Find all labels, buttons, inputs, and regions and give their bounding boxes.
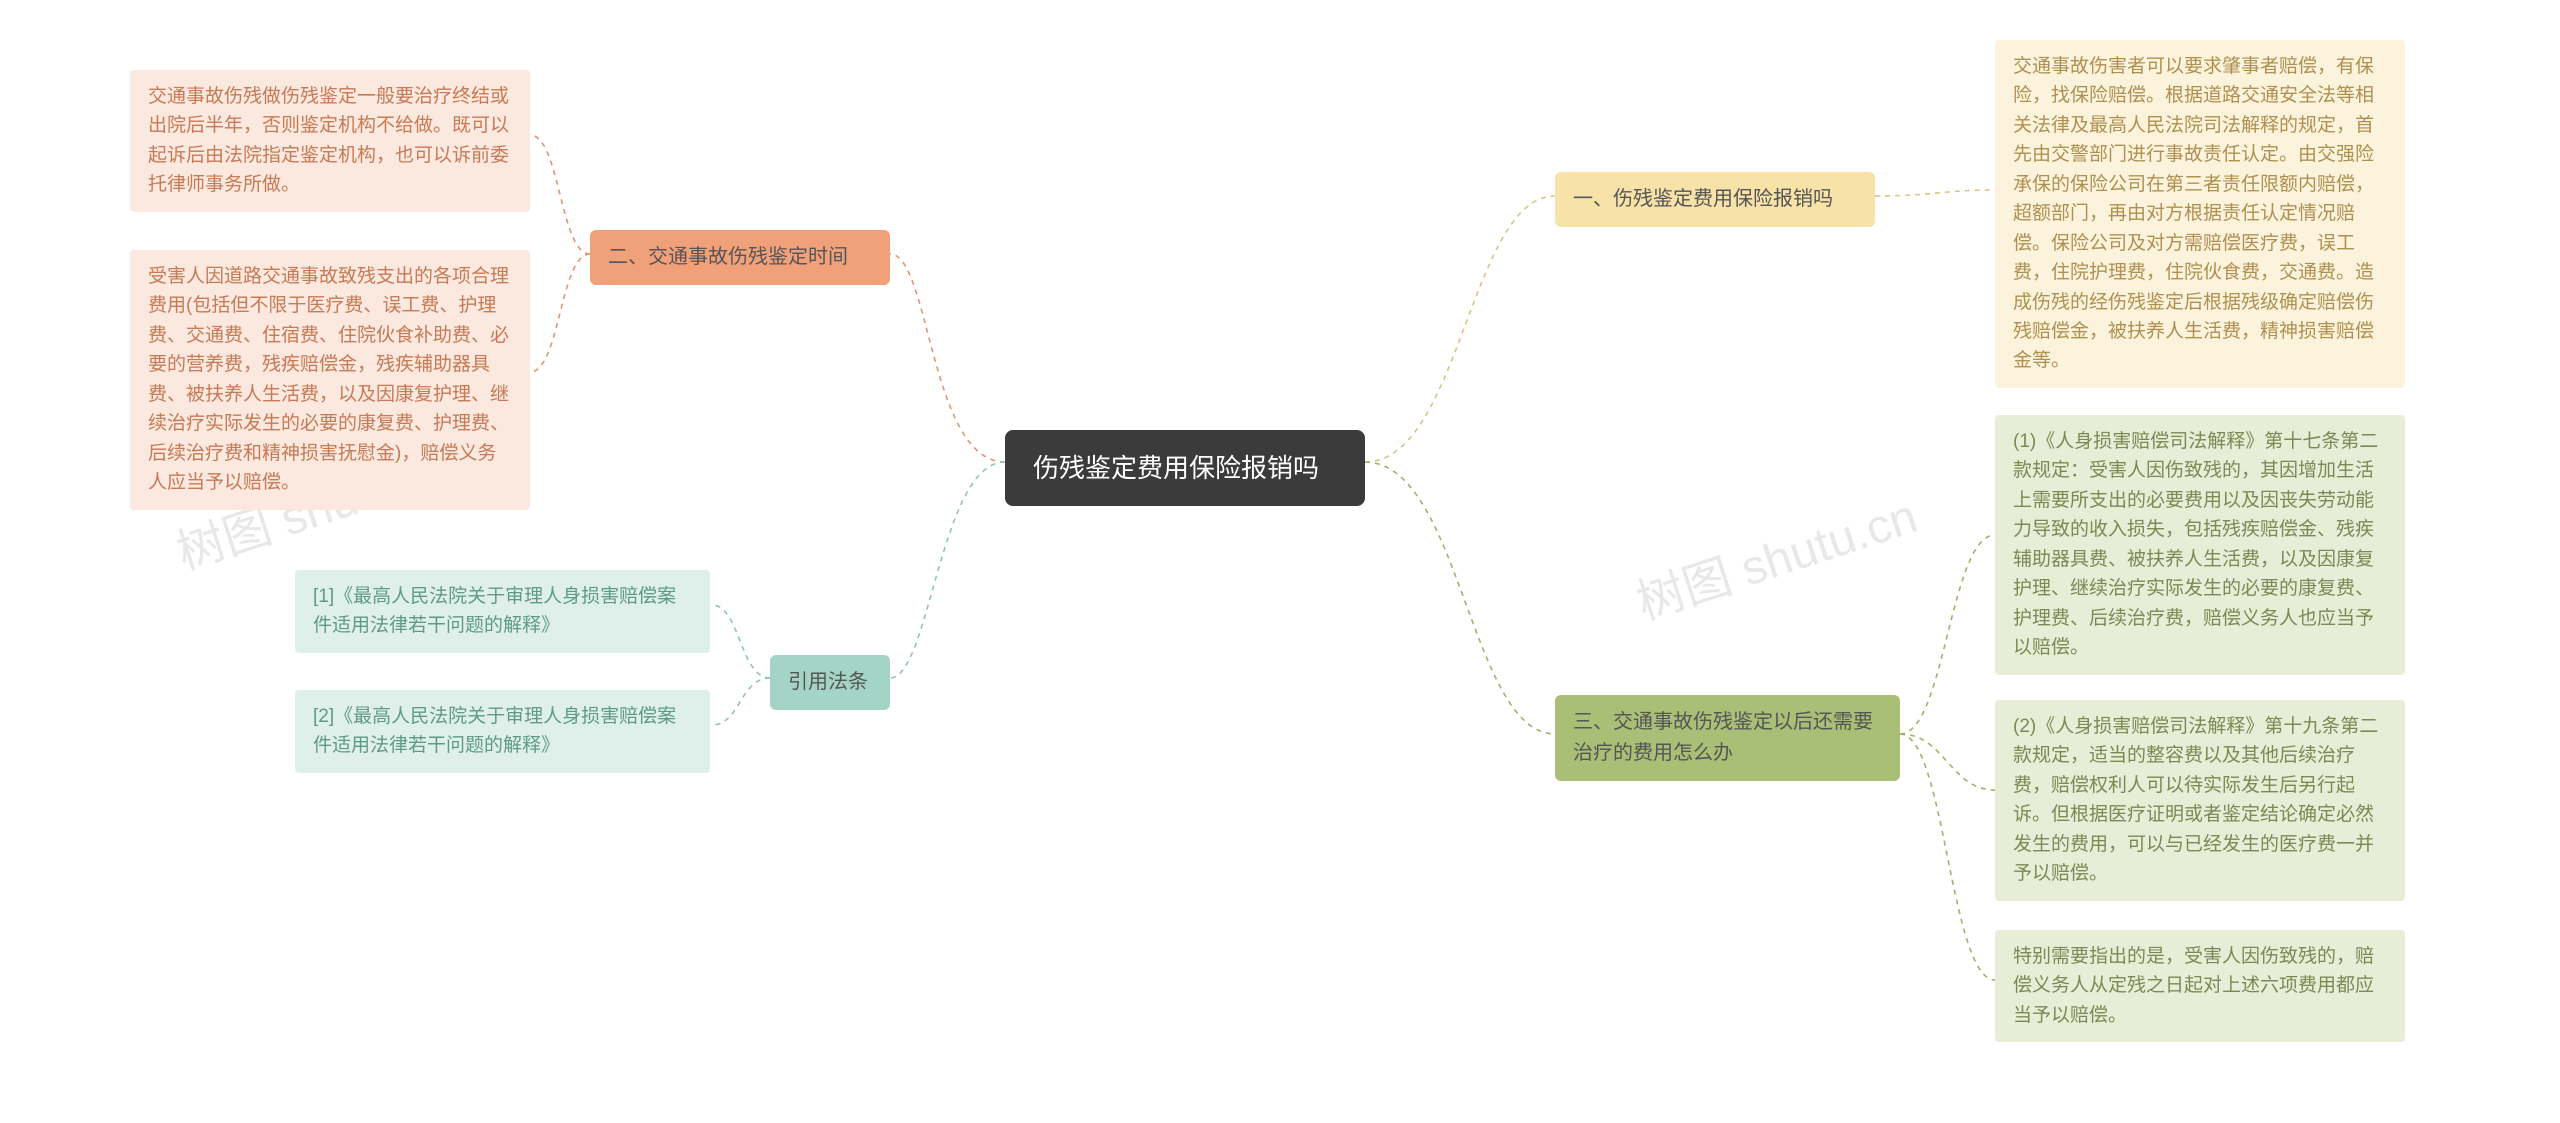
branch-r1[interactable]: 一、伤残鉴定费用保险报销吗	[1555, 172, 1875, 227]
leaf-r2b: (2)《人身损害赔偿司法解释》第十九条第二款规定，适当的整容费以及其他后续治疗费…	[1995, 700, 2405, 901]
connector-path	[1365, 462, 1555, 734]
connector-path	[890, 254, 1005, 462]
connector-path	[712, 678, 770, 725]
root-node[interactable]: 伤残鉴定费用保险报销吗	[1005, 430, 1365, 506]
connector-path	[530, 254, 590, 372]
branch-r2[interactable]: 三、交通事故伤残鉴定以后还需要治疗的费用怎么办	[1555, 695, 1900, 781]
leaf-r2a: (1)《人身损害赔偿司法解释》第十七条第二款规定：受害人因伤致残的，其因增加生活…	[1995, 415, 2405, 675]
leaf-r1a: 交通事故伤害者可以要求肇事者赔偿，有保险，找保险赔偿。根据道路交通安全法等相关法…	[1995, 40, 2405, 388]
leaf-r2c: 特别需要指出的是，受害人因伤致残的，赔偿义务人从定残之日起对上述六项费用都应当予…	[1995, 930, 2405, 1042]
connector-path	[712, 605, 770, 678]
leaf-l2a: [1]《最高人民法院关于审理人身损害赔偿案件适用法律若干问题的解释》	[295, 570, 710, 653]
connector-path	[1875, 190, 1995, 196]
connector-path	[1365, 196, 1555, 462]
connector-path	[890, 462, 1005, 678]
leaf-l2b: [2]《最高人民法院关于审理人身损害赔偿案件适用法律若干问题的解释》	[295, 690, 710, 773]
connector-path	[1900, 734, 1995, 980]
branch-l1[interactable]: 二、交通事故伤残鉴定时间	[590, 230, 890, 285]
connector-path	[1900, 734, 1995, 790]
connector-path	[1900, 535, 1995, 734]
leaf-l1a: 交通事故伤残做伤残鉴定一般要治疗终结或出院后半年，否则鉴定机构不给做。既可以起诉…	[130, 70, 530, 212]
watermark: 树图 shutu.cn	[1626, 477, 1924, 633]
connector-path	[530, 135, 590, 254]
leaf-l1b: 受害人因道路交通事故致残支出的各项合理费用(包括但不限于医疗费、误工费、护理费、…	[130, 250, 530, 510]
branch-l2[interactable]: 引用法条	[770, 655, 890, 710]
